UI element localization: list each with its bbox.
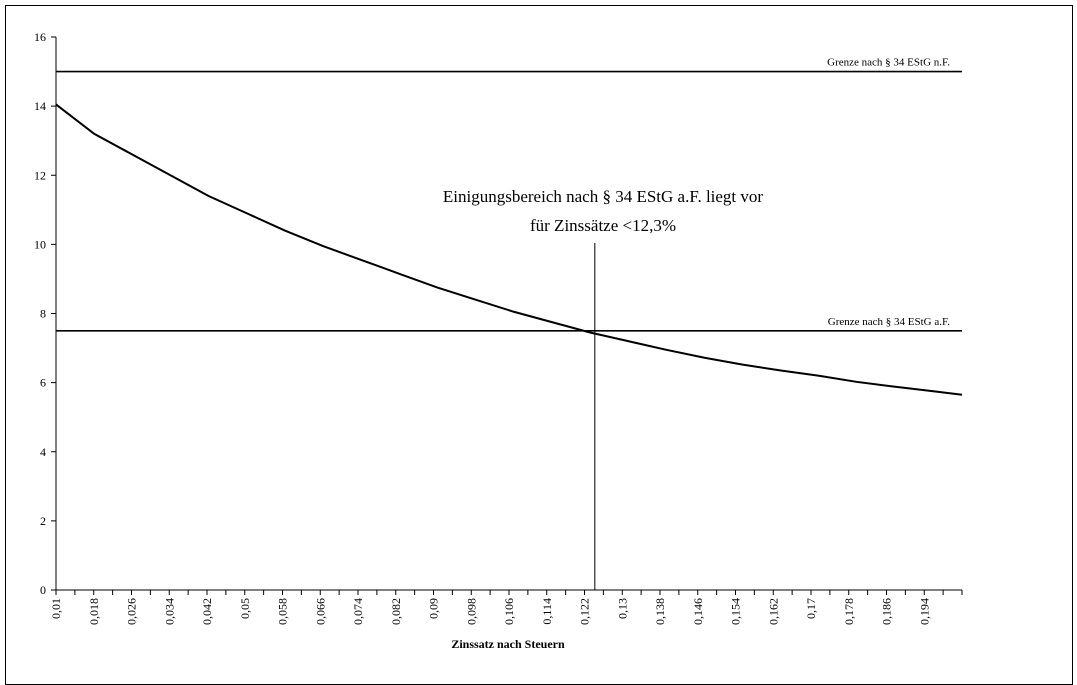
series <box>55 103 963 396</box>
x-tick-label: 0,026 <box>125 598 139 625</box>
annotation-line-2: für Zinssätze <12,3% <box>530 216 676 235</box>
x-tick-label: 0,106 <box>502 598 516 625</box>
y-tick-label: 12 <box>34 168 46 182</box>
y-tick-label: 16 <box>34 30 46 44</box>
x-tick-label: 0,018 <box>87 598 101 625</box>
x-tick-label: 0,01 <box>49 598 63 619</box>
x-axis: 0,01 0,018 0,026 0,034 0,042 0,05 0,058 0,066 0,… <box>49 589 963 625</box>
y-tick-label: 8 <box>40 307 46 321</box>
x-tick-label: 0,082 <box>389 598 403 625</box>
x-tick-label: 0,194 <box>917 598 931 625</box>
x-tick-label: 0,178 <box>842 598 856 625</box>
x-tick-label: 0,186 <box>880 598 894 625</box>
x-tick-label: 0,138 <box>653 598 667 625</box>
x-tick-label: 0,146 <box>691 598 705 625</box>
reference-lines: Grenze nach § 34 EStG n.F. Grenze nach § … <box>56 57 962 332</box>
annotation-line-1: Einigungsbereich nach § 34 EStG a.F. lie… <box>443 187 764 206</box>
x-tick-label: 0,098 <box>464 598 478 625</box>
x-tick-label: 0,05 <box>238 598 252 619</box>
series-line <box>55 103 963 396</box>
x-tick-label: 0,13 <box>615 598 629 619</box>
y-axis: 0 2 4 6 8 10 12 14 16 <box>34 30 57 597</box>
x-tick-label: 0,122 <box>578 598 592 625</box>
x-tick-label: 0,114 <box>540 598 554 625</box>
y-tick-label: 10 <box>34 237 46 251</box>
x-tick-label: 0,162 <box>766 598 780 625</box>
x-tick-label: 0,154 <box>729 598 743 625</box>
y-tick-label: 2 <box>40 514 46 528</box>
x-tick-label: 0,17 <box>804 598 818 619</box>
y-tick-label: 6 <box>40 376 46 390</box>
x-tick-label: 0,034 <box>162 598 176 625</box>
x-tick-label: 0,074 <box>351 598 365 625</box>
x-tick-label: 0,058 <box>276 598 290 625</box>
x-tick-label: 0,066 <box>313 598 327 625</box>
x-tick-label: 0,042 <box>200 598 214 625</box>
y-tick-label: 14 <box>34 99 46 113</box>
reference-line-label: Grenze nach § 34 EStG n.F. <box>827 57 950 69</box>
y-tick-label: 0 <box>40 583 46 597</box>
reference-line-label: Grenze nach § 34 EStG a.F. <box>828 316 950 328</box>
x-axis-title: Zinssatz nach Steuern <box>451 637 565 651</box>
y-tick-label: 4 <box>40 445 46 459</box>
x-tick-label: 0,09 <box>427 598 441 619</box>
